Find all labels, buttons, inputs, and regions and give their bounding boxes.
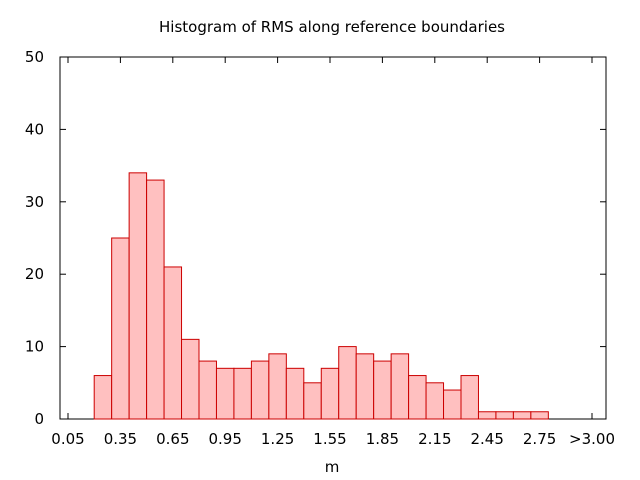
x-tick-label: 2.15: [418, 430, 451, 448]
histogram-bar: [373, 360, 392, 420]
histogram-bar: [268, 353, 287, 420]
x-tick-label: 0.65: [156, 430, 189, 448]
x-tick-label: 0.35: [104, 430, 137, 448]
histogram-bar: [215, 367, 235, 420]
y-tick-label: 40: [25, 120, 44, 138]
x-tick-label: 2.45: [470, 430, 503, 448]
histogram-bars: [93, 172, 549, 420]
x-axis: 0.05 0.35 0.65 0.95 1.25 1.55 1.85 2.15 2.45 2.75…: [51, 57, 615, 448]
histogram-bar: [250, 360, 270, 420]
histogram-bar: [285, 367, 305, 420]
histogram-bar: [338, 346, 357, 420]
histogram-bar: [198, 360, 217, 420]
histogram-bar: [355, 353, 375, 420]
y-tick-label: 30: [25, 193, 44, 211]
y-tick-label: 50: [25, 48, 44, 66]
histogram-bar: [128, 172, 148, 420]
histogram-bar: [425, 382, 445, 420]
x-tick-label: 2.75: [523, 430, 556, 448]
histogram-bar: [163, 266, 183, 420]
histogram-bar: [408, 375, 427, 420]
histogram-bar: [530, 411, 549, 420]
histogram-bar: [93, 375, 113, 420]
x-tick-label: >3.00: [569, 430, 615, 448]
histogram-bar: [512, 411, 532, 420]
histogram-bar: [111, 237, 130, 420]
x-tick-label: 1.85: [366, 430, 399, 448]
histogram-bar: [390, 353, 410, 420]
histogram-bar: [477, 411, 497, 420]
histogram-bar: [495, 411, 514, 420]
x-tick-label: 1.55: [313, 430, 346, 448]
histogram-bar: [146, 179, 165, 420]
y-axis: 0 10 20 30 40 50: [25, 48, 606, 428]
x-tick-label: 0.05: [51, 430, 84, 448]
y-tick-label: 20: [25, 265, 44, 283]
histogram-bar: [320, 367, 340, 420]
x-axis-label: m: [325, 458, 340, 476]
histogram-bar: [233, 367, 252, 420]
y-tick-label: 10: [25, 338, 44, 356]
x-tick-label: 1.25: [261, 430, 294, 448]
y-tick-label: 0: [34, 410, 44, 428]
histogram-bar: [443, 389, 462, 420]
x-tick-label: 0.95: [208, 430, 241, 448]
histogram-bar: [303, 382, 322, 420]
histogram-bar: [181, 338, 200, 420]
chart-title: Histogram of RMS along reference boundar…: [159, 18, 505, 36]
histogram-bar: [460, 375, 479, 420]
